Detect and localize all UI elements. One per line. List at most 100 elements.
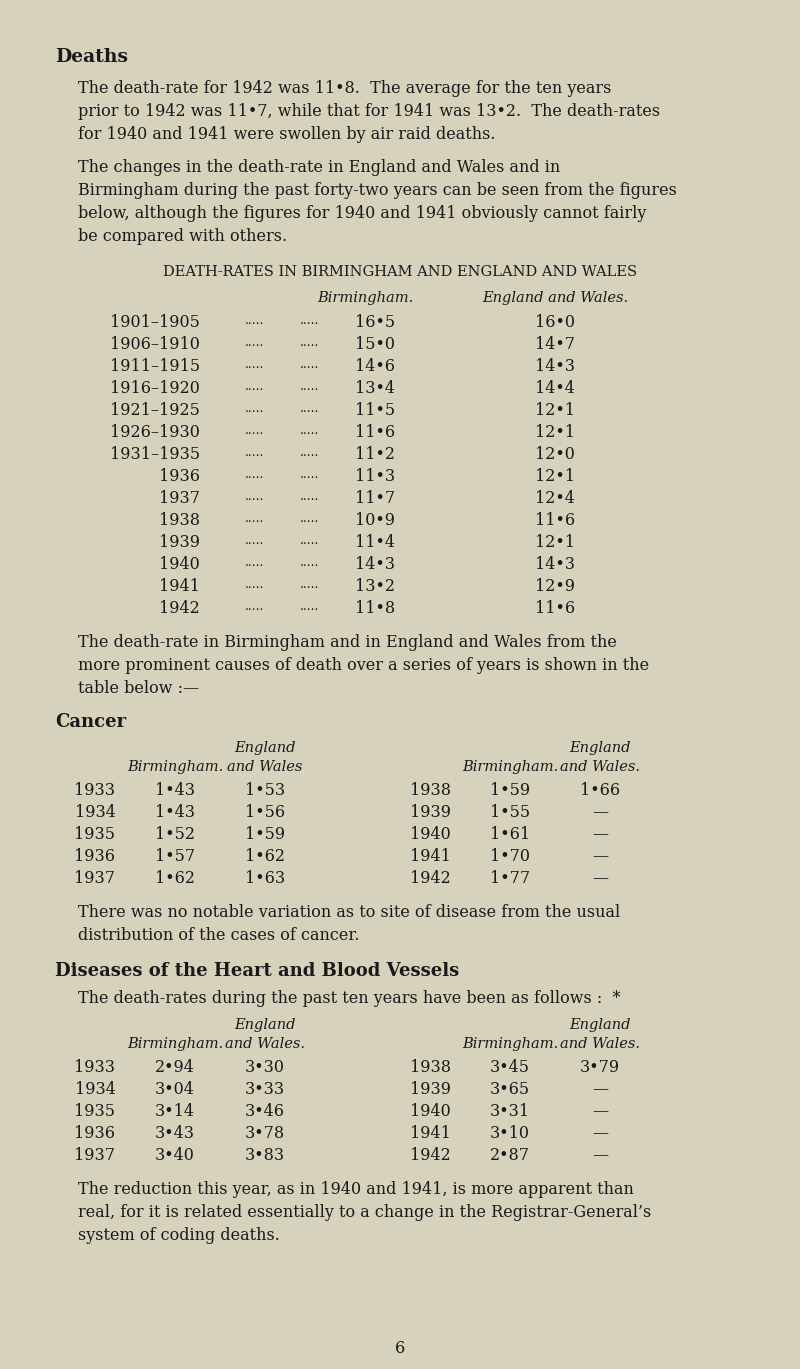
- Text: —: —: [592, 826, 608, 843]
- Text: 1933: 1933: [74, 1060, 115, 1076]
- Text: 3•46: 3•46: [245, 1103, 285, 1120]
- Text: 3•04: 3•04: [155, 1082, 195, 1098]
- Text: 3•65: 3•65: [490, 1082, 530, 1098]
- Text: 1939: 1939: [159, 534, 200, 550]
- Text: 3•45: 3•45: [490, 1060, 530, 1076]
- Text: England: England: [234, 741, 296, 754]
- Text: Birmingham during the past forty-two years can be seen from the figures: Birmingham during the past forty-two yea…: [78, 182, 677, 199]
- Text: 1•53: 1•53: [245, 782, 285, 799]
- Text: .....: .....: [246, 490, 265, 502]
- Text: 1•59: 1•59: [245, 826, 285, 843]
- Text: .....: .....: [246, 381, 265, 393]
- Text: more prominent causes of death over a series of years is shown in the: more prominent causes of death over a se…: [78, 657, 649, 674]
- Text: 3•30: 3•30: [245, 1060, 285, 1076]
- Text: .....: .....: [300, 446, 320, 459]
- Text: 1911–1915: 1911–1915: [110, 359, 200, 375]
- Text: 1939: 1939: [410, 804, 450, 821]
- Text: .....: .....: [300, 314, 320, 327]
- Text: 15•0: 15•0: [355, 335, 395, 353]
- Text: .....: .....: [300, 490, 320, 502]
- Text: —: —: [592, 1103, 608, 1120]
- Text: —: —: [592, 847, 608, 865]
- Text: 3•33: 3•33: [245, 1082, 285, 1098]
- Text: 14•7: 14•7: [535, 335, 575, 353]
- Text: .....: .....: [246, 424, 265, 437]
- Text: 11•8: 11•8: [355, 600, 395, 617]
- Text: 3•83: 3•83: [245, 1147, 285, 1164]
- Text: 1935: 1935: [74, 826, 115, 843]
- Text: .....: .....: [246, 314, 265, 327]
- Text: 1•77: 1•77: [490, 871, 530, 887]
- Text: 14•3: 14•3: [535, 359, 575, 375]
- Text: 12•1: 12•1: [535, 424, 575, 441]
- Text: .....: .....: [300, 600, 320, 613]
- Text: 1937: 1937: [74, 871, 115, 887]
- Text: 16•0: 16•0: [535, 314, 575, 331]
- Text: 11•6: 11•6: [355, 424, 395, 441]
- Text: Birmingham.: Birmingham.: [317, 292, 413, 305]
- Text: 1936: 1936: [74, 847, 115, 865]
- Text: 1938: 1938: [410, 782, 450, 799]
- Text: and Wales.: and Wales.: [225, 1036, 305, 1051]
- Text: 13•4: 13•4: [355, 381, 395, 397]
- Text: 11•4: 11•4: [355, 534, 395, 550]
- Text: .....: .....: [300, 424, 320, 437]
- Text: 1942: 1942: [410, 1147, 450, 1164]
- Text: 1•62: 1•62: [245, 847, 285, 865]
- Text: 1931–1935: 1931–1935: [110, 446, 200, 463]
- Text: 14•4: 14•4: [535, 381, 575, 397]
- Text: .....: .....: [246, 600, 265, 613]
- Text: 10•9: 10•9: [355, 512, 395, 528]
- Text: 1•43: 1•43: [155, 782, 195, 799]
- Text: and Wales: and Wales: [227, 760, 302, 773]
- Text: The death-rate for 1942 was 11•8.  The average for the ten years: The death-rate for 1942 was 11•8. The av…: [78, 79, 611, 97]
- Text: 1•70: 1•70: [490, 847, 530, 865]
- Text: 1921–1925: 1921–1925: [110, 402, 200, 419]
- Text: 1•55: 1•55: [490, 804, 530, 821]
- Text: 1940: 1940: [159, 556, 200, 574]
- Text: 3•43: 3•43: [155, 1125, 195, 1142]
- Text: .....: .....: [246, 578, 265, 591]
- Text: 14•3: 14•3: [355, 556, 395, 574]
- Text: 1939: 1939: [410, 1082, 450, 1098]
- Text: system of coding deaths.: system of coding deaths.: [78, 1227, 280, 1244]
- Text: The reduction this year, as in 1940 and 1941, is more apparent than: The reduction this year, as in 1940 and …: [78, 1181, 634, 1198]
- Text: Deaths: Deaths: [55, 48, 128, 66]
- Text: 1942: 1942: [410, 871, 450, 887]
- Text: and Wales.: and Wales.: [560, 1036, 640, 1051]
- Text: 1•66: 1•66: [580, 782, 620, 799]
- Text: 3•10: 3•10: [490, 1125, 530, 1142]
- Text: 11•3: 11•3: [355, 468, 395, 485]
- Text: 11•7: 11•7: [355, 490, 395, 507]
- Text: 1•43: 1•43: [155, 804, 195, 821]
- Text: Birmingham.: Birmingham.: [462, 760, 558, 773]
- Text: 12•0: 12•0: [535, 446, 575, 463]
- Text: 1926–1930: 1926–1930: [110, 424, 200, 441]
- Text: England: England: [234, 1019, 296, 1032]
- Text: 3•78: 3•78: [245, 1125, 285, 1142]
- Text: 11•5: 11•5: [355, 402, 395, 419]
- Text: .....: .....: [246, 402, 265, 415]
- Text: .....: .....: [300, 335, 320, 349]
- Text: England and Wales.: England and Wales.: [482, 292, 628, 305]
- Text: —: —: [592, 1125, 608, 1142]
- Text: DEATH-RATES IN BIRMINGHAM AND ENGLAND AND WALES: DEATH-RATES IN BIRMINGHAM AND ENGLAND AN…: [163, 266, 637, 279]
- Text: 12•9: 12•9: [535, 578, 575, 596]
- Text: England: England: [570, 741, 630, 754]
- Text: 1933: 1933: [74, 782, 115, 799]
- Text: 3•40: 3•40: [155, 1147, 195, 1164]
- Text: England: England: [570, 1019, 630, 1032]
- Text: 2•94: 2•94: [155, 1060, 195, 1076]
- Text: Birmingham.: Birmingham.: [127, 760, 223, 773]
- Text: 14•3: 14•3: [535, 556, 575, 574]
- Text: .....: .....: [246, 359, 265, 371]
- Text: .....: .....: [300, 381, 320, 393]
- Text: The changes in the death-rate in England and Wales and in: The changes in the death-rate in England…: [78, 159, 560, 177]
- Text: 12•1: 12•1: [535, 534, 575, 550]
- Text: 1901–1905: 1901–1905: [110, 314, 200, 331]
- Text: prior to 1942 was 11•7, while that for 1941 was 13•2.  The death-rates: prior to 1942 was 11•7, while that for 1…: [78, 103, 660, 120]
- Text: —: —: [592, 804, 608, 821]
- Text: 1942: 1942: [159, 600, 200, 617]
- Text: 1940: 1940: [410, 1103, 450, 1120]
- Text: 1•62: 1•62: [155, 871, 195, 887]
